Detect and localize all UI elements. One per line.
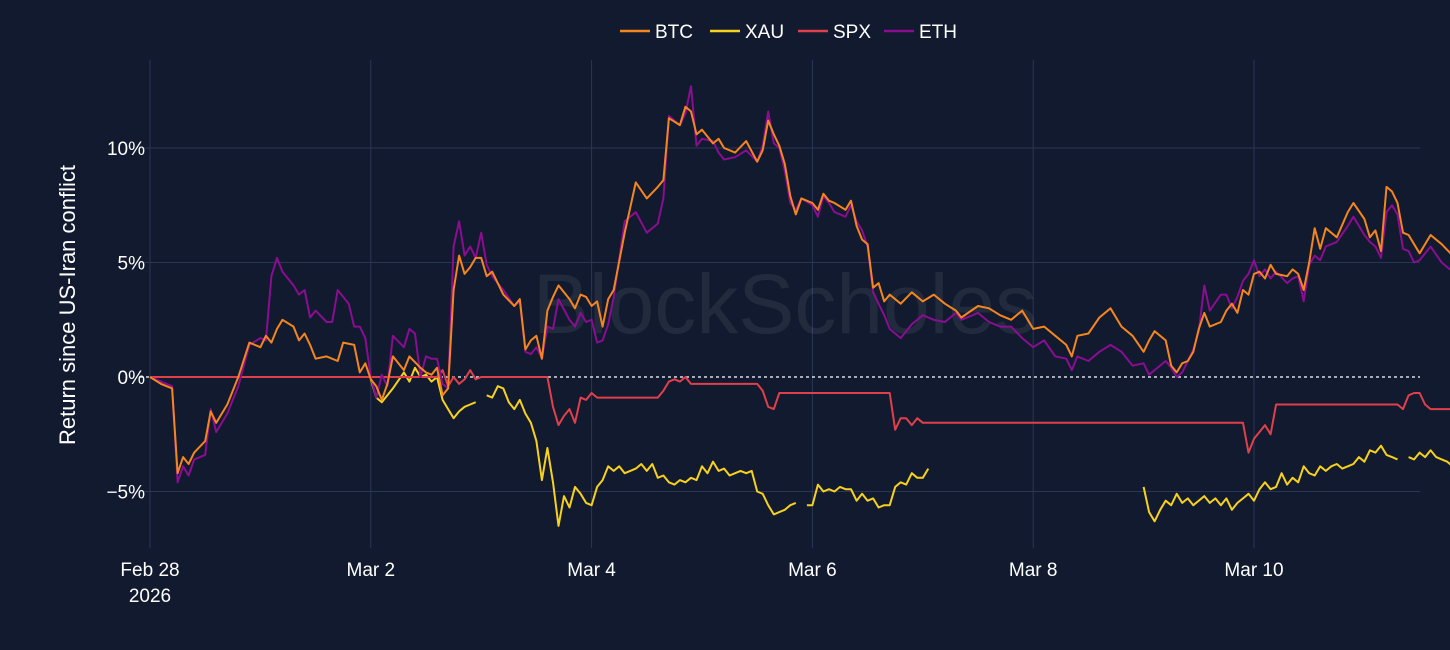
legend-item-spx[interactable]: SPX	[798, 22, 871, 43]
legend-item-xau[interactable]: XAU	[710, 22, 784, 43]
legend-label: SPX	[833, 22, 871, 43]
x-tick-label: Mar 10	[1224, 560, 1283, 581]
legend[interactable]: BTC XAU SPX ETH	[620, 22, 957, 43]
x-tick-label: Mar 6	[788, 560, 837, 581]
series-line-xau	[369, 366, 1450, 527]
legend-label: ETH	[919, 22, 957, 43]
legend-item-btc[interactable]: BTC	[620, 22, 693, 43]
y-axis-ticks: 10% 5% 0% −5%	[106, 139, 145, 504]
legend-label: XAU	[745, 22, 784, 43]
y-tick-label: 10%	[107, 139, 145, 160]
blockscholes-watermark: BlockScholes	[533, 257, 1037, 351]
legend-item-eth[interactable]: ETH	[884, 22, 957, 43]
x-tick-sublabel: 2026	[129, 586, 171, 607]
y-tick-label: 5%	[118, 254, 146, 275]
y-axis-title: Return since US-Iran conflict	[55, 165, 80, 445]
y-tick-label: 0%	[118, 368, 146, 389]
x-axis-ticks: Feb 28 2026 Mar 2 Mar 4 Mar 6 Mar 8 Mar 10	[120, 560, 1283, 607]
grid-lines	[140, 60, 1420, 548]
x-tick-label: Mar 8	[1009, 560, 1058, 581]
y-tick-label: −5%	[106, 483, 145, 504]
series-line-btc	[149, 105, 1450, 475]
x-tick-label: Mar 2	[347, 560, 396, 581]
series-layer	[149, 85, 1450, 527]
legend-label: BTC	[655, 22, 693, 43]
series-line-spx	[150, 369, 1450, 454]
x-tick-label: Mar 4	[567, 560, 616, 581]
x-tick-label: Feb 28	[120, 560, 179, 581]
